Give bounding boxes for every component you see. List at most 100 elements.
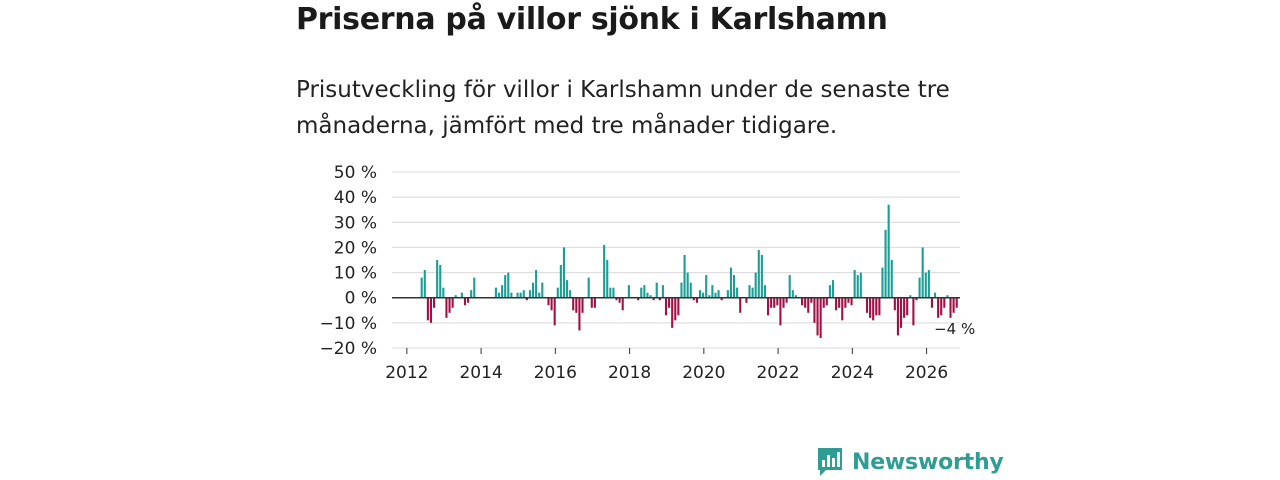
bar [637,297,640,301]
bar [779,297,782,326]
x-tick-label: 2026 [905,363,948,383]
bar [504,275,507,298]
bar [955,297,958,308]
bar [661,285,664,298]
bar [776,297,779,306]
bar [494,287,497,298]
bar [828,285,831,298]
bar [739,297,742,313]
bar [748,285,751,298]
bar [949,297,952,318]
bar [937,297,940,318]
bar [473,277,476,298]
bar [643,285,646,298]
y-tick-label: 10 % [334,264,377,284]
bar [649,295,652,298]
bar [921,247,924,298]
bar [751,287,754,298]
bar [463,297,467,306]
bar [785,297,788,303]
last-value-label: −4 % [934,320,975,338]
bar [562,247,566,298]
bar [782,297,785,308]
bar [853,270,856,298]
bar [680,282,683,298]
bar [865,297,869,313]
bar [436,260,439,298]
bar [535,270,538,298]
x-tick-label: 2022 [756,363,799,383]
bar [652,297,655,301]
bar [822,297,825,308]
bar [538,292,541,298]
bar [927,270,930,298]
bar [516,292,519,298]
bar [881,267,884,298]
bar [674,297,677,321]
bar [553,297,556,326]
bar [884,229,887,298]
bar [819,297,822,338]
bar [671,297,674,328]
bar [893,297,896,311]
bar [442,287,445,298]
bar [767,297,770,316]
bar [859,272,862,298]
bar [655,282,658,298]
bar [683,254,686,298]
bar [856,275,859,298]
bar [773,297,776,308]
bar [770,297,773,308]
bar [606,260,609,298]
bar [906,297,909,316]
y-tick-label: 50 % [334,163,377,183]
bar [698,290,702,298]
bar [454,295,457,298]
bar [729,267,732,298]
x-tick-label: 2024 [831,363,874,383]
bar [702,292,705,298]
bar [825,297,828,306]
bar [609,287,612,298]
chart-subtitle: Prisutveckling för villor i Karlshamn un… [296,77,950,139]
bar [745,297,748,303]
y-axis: 50 % 40 % 30 % 20 % 10 % 0 % −10 % −20 % [320,163,377,359]
bar [838,297,841,308]
x-tick-label: 2016 [534,363,577,383]
y-tick-label: 0 % [345,289,377,309]
bar [760,254,763,298]
bar [804,297,807,308]
bar [618,297,621,303]
bar [556,287,559,298]
bar [720,297,723,301]
bar [918,277,921,298]
bar [717,290,720,298]
bars [420,204,958,338]
bar [590,297,593,308]
bar [433,297,436,308]
annotations: −4 % [934,320,975,338]
bar [835,297,838,311]
bar [791,290,794,298]
x-axis: 2012 2014 2016 2018 2020 2022 2024 2026 [385,296,960,383]
y-tick-label: 30 % [334,213,377,233]
bar [575,297,578,313]
bar [831,280,835,298]
bar [510,292,513,298]
bar [507,272,510,298]
bar [593,297,596,308]
bar [451,297,454,308]
bar [847,297,850,303]
bar [423,270,426,298]
bar [541,282,544,298]
bar [565,280,569,298]
bar [550,297,553,311]
bar [736,287,739,298]
bar [587,277,590,298]
y-tick-label: −20 % [320,339,377,359]
bar [807,297,810,313]
bar [878,297,881,316]
bar [689,282,692,298]
bar [559,265,562,298]
